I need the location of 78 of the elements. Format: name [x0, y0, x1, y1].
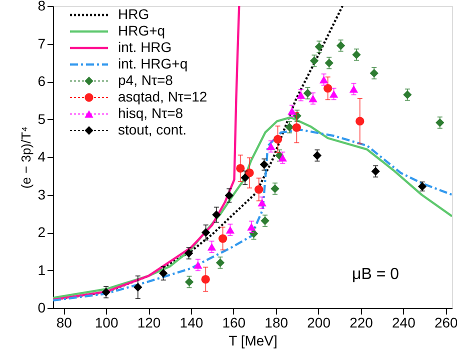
- y-tick-label: 3: [38, 186, 46, 202]
- y-tick-label: 5: [38, 110, 46, 127]
- legend-label: hisq, Nτ=8: [118, 105, 184, 121]
- point: [201, 274, 210, 284]
- point: [292, 123, 301, 132]
- point: [159, 268, 168, 278]
- point: [329, 90, 338, 98]
- x-tick-label: 220: [350, 314, 374, 330]
- point: [303, 88, 312, 98]
- point: [258, 198, 266, 206]
- point: [371, 167, 380, 176]
- x-tick-label: 120: [137, 314, 161, 330]
- y-tick-label: 8: [38, 0, 46, 14]
- point: [236, 164, 245, 173]
- y-tick-label: 1: [38, 262, 46, 278]
- point: [352, 50, 361, 60]
- point: [266, 142, 276, 150]
- x-tick-label: 180: [264, 314, 288, 330]
- point: [184, 278, 194, 286]
- point: [336, 41, 346, 50]
- point: [240, 173, 250, 182]
- annotation: μB = 0: [352, 266, 400, 283]
- point: [224, 191, 234, 200]
- point: [324, 84, 332, 93]
- legend-label: int. HRG: [118, 39, 172, 55]
- point: [324, 58, 334, 68]
- x-tick-label: 240: [392, 314, 416, 330]
- x-tick-label: 160: [222, 314, 246, 330]
- legend-label: asqtad, Nτ=12: [118, 88, 208, 104]
- point: [207, 243, 216, 251]
- point: [418, 182, 427, 191]
- point: [134, 282, 142, 292]
- y-tick-label: 6: [38, 73, 46, 89]
- point: [319, 76, 328, 84]
- x-tick-label: 80: [56, 314, 72, 330]
- x-tick-label: 100: [94, 314, 118, 330]
- point: [356, 116, 364, 126]
- y-tick-label: 4: [38, 148, 46, 164]
- x-tick-label: 200: [307, 314, 331, 330]
- point: [312, 151, 322, 160]
- x-axis-title: T [MeV]: [228, 332, 278, 348]
- point: [273, 134, 282, 144]
- point: [247, 223, 256, 231]
- point: [260, 160, 269, 169]
- legend-label: stout, cont.: [118, 122, 186, 138]
- point: [201, 228, 210, 237]
- x-tick-label: 260: [434, 314, 457, 330]
- y-axis-title: (e − 3p)/T⁴: [18, 126, 34, 189]
- legend-label: int. HRG+q: [118, 56, 188, 72]
- point: [184, 248, 194, 258]
- point: [226, 226, 235, 234]
- legend-label: HRG+q: [118, 22, 166, 38]
- legend-label: HRG: [118, 6, 150, 22]
- y-tick-label: 0: [38, 300, 46, 316]
- point: [349, 85, 358, 93]
- point: [194, 261, 202, 269]
- point: [314, 42, 324, 52]
- legend-label: p4, Nτ=8: [118, 72, 174, 88]
- point: [308, 94, 318, 102]
- point: [285, 122, 294, 132]
- point: [218, 234, 228, 243]
- point: [403, 90, 412, 100]
- x-tick-label: 140: [180, 314, 204, 330]
- point: [102, 288, 110, 296]
- point: [270, 184, 280, 194]
- line-series: [53, 6, 240, 301]
- point: [254, 185, 264, 194]
- y-tick-label: 7: [38, 35, 46, 52]
- point: [216, 258, 225, 268]
- y-tick-label: 2: [38, 224, 46, 240]
- point: [278, 154, 287, 162]
- point: [260, 216, 270, 226]
- point: [436, 118, 444, 127]
- point: [370, 68, 378, 78]
- point: [310, 56, 319, 66]
- point: [288, 107, 296, 115]
- point: [296, 91, 306, 99]
- point: [212, 210, 221, 220]
